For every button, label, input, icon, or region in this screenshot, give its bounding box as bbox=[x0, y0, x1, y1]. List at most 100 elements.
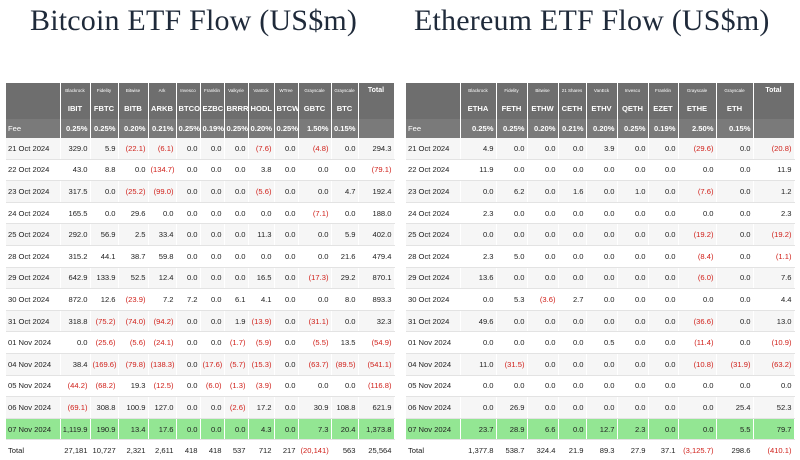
btc-flow-cell: 0.0 bbox=[274, 418, 299, 441]
btc-flow-cell: 0.0 bbox=[274, 245, 299, 268]
eth-ticker-name: EZET bbox=[648, 97, 679, 119]
eth-flow-cell: 0.0 bbox=[558, 396, 587, 419]
btc-row-date: 25 Oct 2024 bbox=[6, 223, 61, 246]
eth-flow-cell: 0.0 bbox=[648, 288, 679, 311]
eth-flow-cell: 0.0 bbox=[648, 138, 679, 160]
eth-flow-cell: 0.0 bbox=[648, 202, 679, 225]
btc-flow-cell: 33.4 bbox=[148, 223, 177, 246]
eth-table-row: 24 Oct 2024 2.3 0.0 0.0 0.0 0.0 0.0 0.0 0.0 0.0 2.… bbox=[406, 202, 795, 225]
btc-flow-cell: (44.2) bbox=[60, 375, 91, 398]
eth-row-date: 25 Oct 2024 bbox=[406, 223, 461, 246]
btc-flow-cell: (4.8) bbox=[298, 138, 332, 160]
eth-issuer-header-row: Blackrock Fidelity Bitwise 21 Shares VanEck I… bbox=[406, 83, 795, 97]
btc-flow-cell: (75.2) bbox=[90, 310, 119, 333]
eth-row-date: 06 Nov 2024 bbox=[406, 396, 461, 419]
eth-flow-cell: 5.0 bbox=[496, 245, 528, 268]
btc-ticker-name: EZBC bbox=[200, 97, 225, 119]
eth-row-date: 05 Nov 2024 bbox=[406, 375, 461, 398]
btc-flow-cell: 0.0 bbox=[274, 159, 299, 182]
eth-flow-cell: 0.0 bbox=[678, 396, 717, 419]
eth-flow-cell: 0.0 bbox=[617, 138, 649, 160]
btc-flow-cell: 0.0 bbox=[274, 138, 299, 160]
eth-table-row: 23 Oct 2024 0.0 6.2 0.0 1.6 0.0 1.0 0.0 (7.6) 0.0… bbox=[406, 180, 795, 203]
btc-flow-cell: (5.6) bbox=[248, 180, 275, 203]
eth-flow-cell: 0.0 bbox=[617, 245, 649, 268]
btc-row-total-cell: (116.8) bbox=[358, 375, 395, 398]
btc-flow-cell: 0.0 bbox=[200, 267, 225, 290]
btc-fee-row: Fee 0.25% 0.25% 0.20% 0.21% 0.25% 0.19% 0.25% 0.… bbox=[6, 119, 395, 138]
eth-total-cell: 1,377.8 bbox=[460, 439, 497, 460]
btc-flow-cell: 1,119.9 bbox=[60, 418, 91, 441]
eth-row-total-cell: 2.3 bbox=[753, 202, 795, 225]
btc-total-label: Total bbox=[6, 439, 61, 460]
eth-flow-cell: 0.0 bbox=[648, 353, 679, 376]
btc-flow-cell: 12.4 bbox=[148, 267, 177, 290]
btc-issuer-name: Valkyrie bbox=[224, 83, 249, 97]
btc-flow-cell: 4.7 bbox=[331, 180, 359, 203]
eth-ticker-name: FETH bbox=[496, 97, 528, 119]
btc-flow-cell: 0.0 bbox=[200, 138, 225, 160]
btc-flow-cell: 7.2 bbox=[176, 288, 201, 311]
eth-flow-cell: 0.0 bbox=[617, 267, 649, 290]
eth-flow-cell: 0.0 bbox=[586, 396, 618, 419]
btc-flow-cell: (22.1) bbox=[118, 138, 149, 160]
btc-row-date: 05 Nov 2024 bbox=[6, 375, 61, 398]
eth-flow-cell: 0.0 bbox=[617, 396, 649, 419]
btc-flow-cell: 0.0 bbox=[200, 331, 225, 354]
eth-flow-cell: 28.9 bbox=[496, 418, 528, 441]
btc-fee-value: 0.25% bbox=[274, 119, 299, 138]
btc-flow-cell: 0.0 bbox=[224, 245, 249, 268]
btc-flow-cell: 38.4 bbox=[60, 353, 91, 376]
btc-total-cell: 2,321 bbox=[118, 439, 149, 460]
eth-row-total-cell: 79.7 bbox=[753, 418, 795, 441]
eth-flow-cell: 0.0 bbox=[558, 138, 587, 160]
btc-flow-cell: 0.0 bbox=[298, 180, 332, 203]
btc-table-row: 21 Oct 2024 329.0 5.9 (22.1) (6.1) 0.0 0.0 0.0(… bbox=[6, 138, 395, 160]
btc-flow-cell: 0.0 bbox=[331, 310, 359, 333]
eth-flow-cell: 0.0 bbox=[496, 202, 528, 225]
eth-table-row: 06 Nov 2024 0.0 26.9 0.0 0.0 0.0 0.0 0.0 0.0 25.4… bbox=[406, 396, 795, 419]
btc-flow-cell: 0.0 bbox=[298, 375, 332, 398]
btc-flow-cell: 7.2 bbox=[148, 288, 177, 311]
eth-flow-cell: (11.4) bbox=[678, 331, 717, 354]
eth-flow-cell: 0.0 bbox=[678, 288, 717, 311]
btc-ticker-header-blank bbox=[6, 97, 61, 119]
btc-flow-cell: 108.8 bbox=[331, 396, 359, 419]
eth-ticker-name: QETH bbox=[617, 97, 649, 119]
eth-flow-cell: 4.9 bbox=[460, 138, 497, 160]
btc-highlighted-row: 07 Nov 2024 1,119.9 190.9 13.4 17.6 0.0 0.0 0.0… bbox=[6, 418, 395, 441]
btc-flow-cell: 0.0 bbox=[200, 245, 225, 268]
eth-flow-cell: 0.0 bbox=[617, 375, 649, 398]
btc-flow-cell: 2.5 bbox=[118, 223, 149, 246]
btc-flow-cell: 30.9 bbox=[298, 396, 332, 419]
eth-ticker-name: ETH bbox=[716, 97, 754, 119]
btc-flow-cell: (69.1) bbox=[60, 396, 91, 419]
btc-row-date: 01 Nov 2024 bbox=[6, 331, 61, 354]
btc-flow-cell: 642.9 bbox=[60, 267, 91, 290]
btc-flow-cell: 16.5 bbox=[248, 267, 275, 290]
btc-flow-cell: 0.0 bbox=[200, 310, 225, 333]
btc-row-total-cell: 294.3 bbox=[358, 138, 395, 160]
btc-flow-cell: (13.9) bbox=[248, 310, 275, 333]
btc-flow-cell: 0.0 bbox=[176, 159, 201, 182]
btc-flow-cell: 0.0 bbox=[224, 223, 249, 246]
btc-flow-cell: 52.5 bbox=[118, 267, 149, 290]
eth-flow-cell: 0.0 bbox=[558, 331, 587, 354]
eth-fee-value: 0.20% bbox=[586, 119, 618, 138]
btc-flow-cell: 0.0 bbox=[118, 159, 149, 182]
eth-row-date: 24 Oct 2024 bbox=[406, 202, 461, 225]
eth-table-row: 28 Oct 2024 2.3 5.0 0.0 0.0 0.0 0.0 0.0 (8.4) 0.0… bbox=[406, 245, 795, 268]
eth-table-row: 29 Oct 2024 13.6 0.0 0.0 0.0 0.0 0.0 0.0 (6.0) 0.… bbox=[406, 267, 795, 290]
btc-flow-cell: 0.0 bbox=[200, 396, 225, 419]
btc-flow-cell: (6.0) bbox=[200, 375, 225, 398]
eth-flow-cell: 0.0 bbox=[496, 310, 528, 333]
eth-flow-cell: (7.6) bbox=[678, 180, 717, 203]
eth-flow-cell: 0.0 bbox=[558, 267, 587, 290]
eth-total-cell: 298.6 bbox=[716, 439, 754, 460]
eth-fee-value: 0.25% bbox=[617, 119, 649, 138]
eth-flow-cell: 0.0 bbox=[648, 375, 679, 398]
btc-flow-cell: 133.9 bbox=[90, 267, 119, 290]
btc-flow-cell: 0.0 bbox=[176, 223, 201, 246]
btc-row-date: 22 Oct 2024 bbox=[6, 159, 61, 182]
eth-flow-cell: 0.0 bbox=[586, 159, 618, 182]
